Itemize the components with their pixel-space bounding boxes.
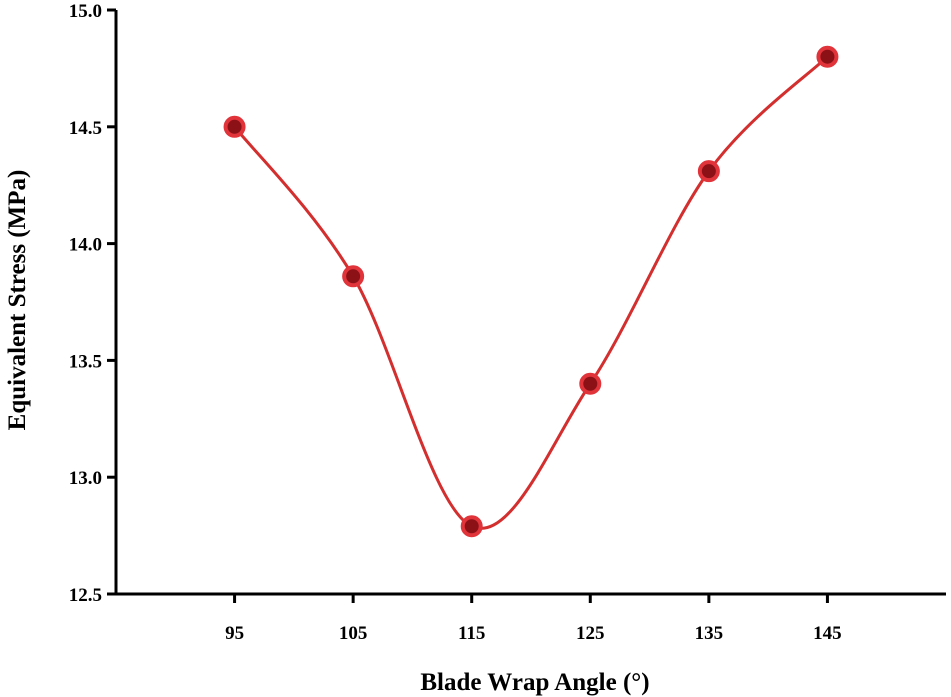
data-point — [460, 515, 483, 538]
y-tick-label: 13.0 — [69, 468, 102, 489]
data-point — [579, 372, 602, 395]
x-tick-label: 95 — [225, 623, 244, 644]
x-tick-label: 115 — [458, 623, 485, 644]
x-tick-label: 125 — [576, 623, 605, 644]
y-ticks: 12.5 13.0 13.5 14.0 14.5 15.0 — [69, 1, 116, 606]
x-tick-label: 135 — [695, 623, 724, 644]
x-tick-label: 105 — [339, 623, 368, 644]
y-axis-title: Equivalent Stress (MPa) — [4, 170, 31, 431]
data-point — [223, 115, 246, 138]
data-point — [697, 160, 720, 183]
series-line — [233, 55, 829, 530]
data-point — [816, 45, 839, 68]
y-tick-label: 12.5 — [69, 585, 102, 606]
y-tick-label: 14.5 — [69, 118, 102, 139]
x-tick-label: 145 — [813, 623, 842, 644]
y-tick-label: 15.0 — [69, 1, 102, 22]
data-points — [223, 45, 839, 538]
data-point — [342, 265, 365, 288]
y-tick-label: 13.5 — [69, 351, 102, 372]
x-axis-title: Blade Wrap Angle (°) — [420, 669, 649, 696]
axes — [114, 10, 946, 596]
y-tick-label: 14.0 — [69, 235, 102, 256]
x-ticks: 95 105 115 125 135 145 — [225, 594, 842, 644]
